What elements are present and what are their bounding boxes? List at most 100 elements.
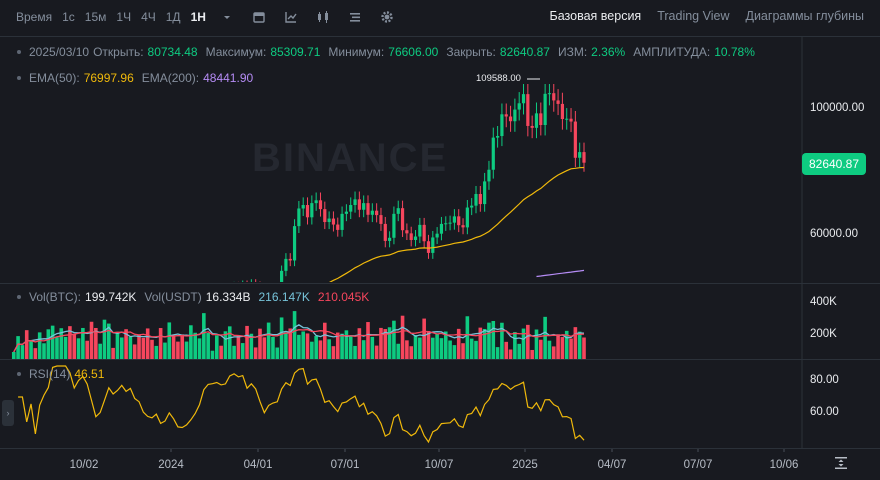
vol-ma1-value: 216.147K (258, 290, 310, 304)
calendar-icon[interactable] (243, 10, 275, 24)
volume-bar (249, 333, 254, 360)
volume-bar (137, 334, 141, 360)
view-basic[interactable]: Базовая версия (549, 9, 642, 23)
volume-bar (76, 338, 81, 360)
volume-bar (98, 343, 102, 360)
volume-bar (150, 339, 154, 360)
interval-1w[interactable]: 1Н (190, 10, 206, 24)
change-value: 2.36% (591, 45, 626, 59)
candle-body (487, 169, 491, 182)
volume-bar (227, 326, 232, 360)
volume-bar (301, 331, 305, 360)
interval-4h[interactable]: 4Ч (141, 10, 156, 24)
candle-body (310, 203, 314, 218)
candle-body (534, 113, 539, 128)
volume-bar (331, 346, 336, 360)
volume-bar (551, 346, 556, 360)
gear-icon[interactable] (371, 10, 403, 24)
volume-bar (323, 322, 327, 360)
candles-icon[interactable] (307, 10, 339, 24)
volume-bar (340, 333, 344, 360)
candle-body (362, 203, 366, 210)
ema-legend: EMA(50): 76997.96 EMA(200): 48441.90 (17, 71, 261, 85)
volume-bar (111, 347, 115, 360)
candle-body (521, 94, 526, 104)
view-depth[interactable]: Диаграммы глубины (745, 9, 864, 23)
volume-bar (292, 311, 297, 360)
volume-bar (556, 334, 560, 360)
interval-1d[interactable]: 1Д (165, 10, 181, 24)
volume-bar (357, 328, 362, 360)
ema200-line (536, 269, 585, 278)
volume-bar (361, 340, 366, 360)
volume-bar (366, 322, 370, 360)
volume-bar (452, 345, 457, 360)
volume-bar (482, 328, 487, 360)
volume-bar (387, 327, 392, 360)
volume-bar (266, 322, 271, 360)
volume-bar (107, 323, 111, 360)
volume-bar (215, 335, 219, 360)
candle-body (314, 200, 318, 204)
candle-body (241, 285, 244, 288)
volume-bar (33, 348, 38, 360)
time-label: Время (16, 10, 53, 24)
ohlc-date: 2025/03/10 (29, 45, 90, 59)
vol-usdt-label: Vol(USDT) (144, 290, 202, 304)
fit-to-screen-icon[interactable] (834, 456, 848, 470)
volume-bar (50, 325, 55, 360)
pane-divider (0, 359, 880, 360)
candle-body (388, 237, 392, 241)
chart-toolbar: Время 1с 15м 1Ч 4Ч 1Д 1Н (0, 0, 880, 34)
view-tradingview[interactable]: Trading View (657, 9, 730, 23)
settings-list-icon[interactable] (339, 10, 371, 24)
vol-usdt-value: 16.334B (205, 290, 251, 304)
volume-bar (202, 313, 206, 360)
volume-bar (89, 321, 94, 360)
volume-bar (461, 343, 465, 360)
candle-body (496, 136, 500, 138)
volume-bar (167, 322, 172, 360)
candle-body (288, 258, 292, 261)
candle-body (344, 211, 348, 214)
volume-bar (85, 340, 89, 360)
interval-15m[interactable]: 15м (84, 10, 107, 24)
chevron-down-icon[interactable] (211, 10, 243, 24)
volume-bar (560, 337, 565, 360)
candle-body (224, 304, 227, 305)
candle-body (51, 361, 54, 367)
volume-bar (236, 335, 241, 360)
interval-1h[interactable]: 1Ч (116, 10, 132, 24)
ema200-label: EMA(200): (141, 71, 200, 85)
candle-body (504, 114, 508, 117)
toolbar-divider (0, 36, 880, 37)
price-axis-label: 100000.00 (810, 102, 865, 114)
candle-body (578, 152, 582, 158)
candle-body (129, 327, 132, 330)
candle-body (530, 125, 534, 128)
volume-axis-label: 200K (810, 328, 837, 340)
volume-bar (426, 331, 431, 360)
volume-bar (279, 317, 284, 360)
interval-1s[interactable]: 1с (62, 10, 75, 24)
candle-body (439, 223, 444, 234)
candle-body (418, 224, 422, 237)
expand-panel-button[interactable]: › (2, 400, 14, 426)
candle-body (211, 306, 214, 307)
open-label: Открыть: (93, 45, 144, 59)
volume-bar (573, 327, 578, 360)
candle-body (276, 288, 279, 289)
volume-bar (305, 333, 310, 360)
candle-body (331, 218, 336, 225)
volume-bar (132, 344, 137, 360)
volume-bar (370, 336, 375, 360)
indicator-icon[interactable] (275, 10, 307, 24)
volume-legend: Vol(BTC): 199.742K Vol(USDT) 16.334B 216… (17, 290, 377, 304)
view-switcher: Базовая версия Trading View Диаграммы гл… (534, 9, 864, 23)
volume-bar (348, 336, 353, 360)
candle-body (474, 193, 478, 206)
volume-bar (582, 337, 586, 360)
volume-bar (456, 328, 461, 360)
volume-bar (513, 332, 517, 360)
